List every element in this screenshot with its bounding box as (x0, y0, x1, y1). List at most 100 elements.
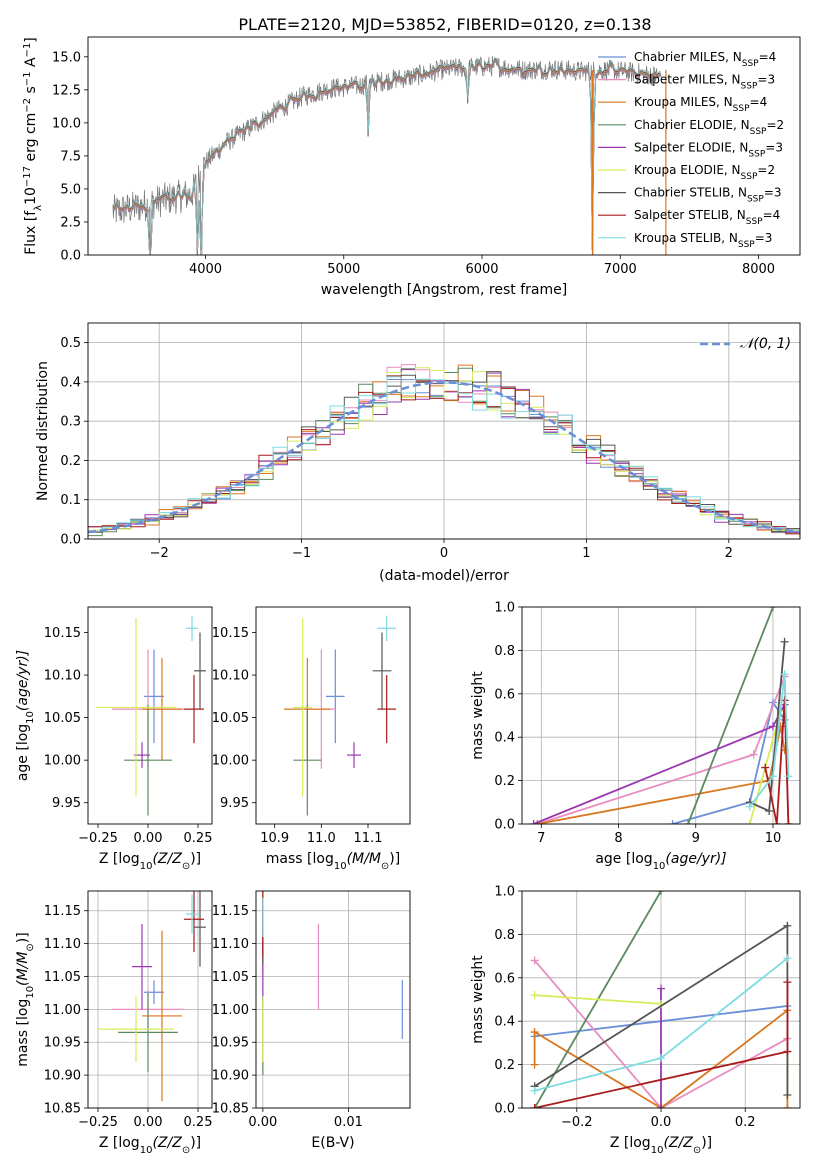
weight-series-kroupa-stelib (749, 674, 790, 808)
y-tick-label: 11.10 (212, 937, 249, 952)
y-axis-label: mass weight (470, 955, 486, 1044)
legend-entry: Salpeter ELODIE, NSSP=3 (634, 140, 783, 159)
weight-lines (529, 607, 793, 824)
y-tick-label: 9.95 (52, 796, 81, 811)
legend-label: Salpeter STELIB, N (634, 208, 746, 222)
x-tick-label: 11.1 (354, 831, 383, 846)
age-vs-metallicity-panel: −0.25 0.00 0.25 9.95 10.00 10.05 10.10 10.15 Z [… (15, 606, 212, 872)
weight-marker (657, 984, 665, 993)
mass-vs-metallicity-panel: −0.25 0.00 0.25 10.85 10.90 10.95 11.00 11.05 11… (15, 890, 212, 1156)
y-tick-label: 10.90 (212, 1069, 249, 1084)
y-tick-label: 11.15 (212, 904, 249, 919)
weight-marker (768, 607, 777, 611)
weight-marker (745, 820, 754, 824)
y-axis-label: Normed distribution (35, 361, 51, 501)
age-vs-mass-panel: 10.9 11.0 11.1 9.95 10.00 10.05 10.10 10.15 mass… (212, 606, 411, 872)
x-tick-label: −0.25 (78, 1115, 118, 1130)
weight-marker (530, 1104, 539, 1108)
errorbars (284, 615, 396, 816)
y-tick-label: 2.5 (60, 215, 81, 230)
x-axis-label-part: (M/M (347, 851, 381, 867)
y-axis-label-part: (age/yr)] (15, 650, 31, 711)
y-tick-label: 1.0 (494, 885, 515, 900)
x-tick-label: 9 (692, 831, 700, 846)
legend-entry: 𝒩(0, 1) (740, 336, 791, 352)
x-tick-label: 8000 (742, 262, 775, 277)
errorbars (96, 615, 206, 816)
legend-entry: Chabrier STELIB, NSSP=3 (634, 186, 782, 205)
y-tick-label: 0.5 (60, 336, 81, 351)
x-axis-label-part: (Z/Z (663, 1135, 693, 1151)
y-axis-label-part: (M/M (15, 952, 31, 986)
model-spectrum-kroupa-stelib (112, 57, 661, 251)
y-tick-label: 10.10 (44, 669, 81, 684)
weight-marker (530, 956, 539, 965)
x-tick-label: 0 (440, 546, 448, 561)
y-tick-label: 5.0 (60, 182, 81, 197)
x-axis-label-part: (age/yr)] (665, 851, 726, 867)
y-tick-label: 9.95 (220, 796, 249, 811)
x-axis-label-part: mass [log (266, 851, 334, 867)
weight-series-kroupa-elodie (534, 994, 662, 1005)
y-axis-label-part: A (23, 57, 39, 71)
legend-tail: =4 (759, 50, 777, 64)
axes-frame (255, 890, 411, 1109)
y-axis-label: Flux [fλ10−17 erg cm−2 s−1 A−1] (22, 37, 44, 255)
y-tick-label: 10.10 (212, 669, 249, 684)
x-axis-label-part: 10 (334, 861, 347, 872)
x-tick-label: 7000 (604, 262, 637, 277)
y-tick-label: 10.05 (212, 711, 249, 726)
legend-label: Kroupa STELIB, N (634, 231, 738, 245)
y-tick-label: 10.15 (44, 626, 81, 641)
legend-sub: SSP (746, 217, 763, 227)
legend-sub: SSP (742, 59, 759, 69)
y-axis-label-part: )] (15, 932, 31, 943)
weight-marker (783, 1104, 792, 1108)
x-axis-label: E(B-V) (311, 1135, 354, 1151)
x-axis-label: mass [log10(M/M⊙)] (266, 851, 400, 872)
weight-marker (772, 820, 781, 824)
weight-marker (530, 1060, 539, 1069)
residuals-legend: 𝒩(0, 1) (700, 336, 791, 352)
normal-reference-curve (88, 381, 800, 534)
x-axis-label-part: )] (190, 851, 201, 867)
weight-marker (784, 772, 793, 781)
y-tick-label: 11.05 (212, 970, 249, 985)
legend-sub: SSP (741, 82, 758, 92)
residuals-panel: −2 −1 0 1 2 0.0 0.1 0.2 0.3 0.4 0.5 𝒩(0, 1) (data-mo… (35, 322, 801, 584)
y-tick-label: 12.5 (52, 83, 81, 98)
x-axis-label-part: age [log (595, 851, 652, 867)
legend-tail: =2 (766, 118, 784, 132)
y-tick-label: 10.05 (44, 711, 81, 726)
y-axis-label: mass [log10(M/M⊙)] (15, 932, 36, 1066)
weight-marker (657, 1054, 665, 1063)
y-tick-label: 0.6 (494, 971, 515, 986)
y-axis-label: age [log10(age/yr)] (15, 650, 36, 781)
y-tick-label: 0.2 (60, 454, 81, 469)
legend-entry: Salpeter MILES, NSSP=3 (634, 73, 775, 92)
y-axis-label-part: ⊙ (25, 943, 36, 951)
x-tick-label: 10 (765, 831, 782, 846)
histograms (88, 364, 800, 538)
x-tick-label: 4000 (189, 262, 222, 277)
weight-marker (657, 891, 665, 895)
y-axis-label-part: 10 (23, 187, 39, 205)
legend-entry: Chabrier ELODIE, NSSP=2 (634, 118, 784, 137)
legend-label: Salpeter MILES, N (634, 73, 741, 87)
legend-tail: =2 (757, 163, 775, 177)
legend-label: Kroupa MILES, N (634, 95, 733, 109)
y-tick-label: 1.0 (494, 601, 515, 616)
weight-marker (749, 750, 758, 759)
y-tick-label: 0.0 (494, 818, 515, 833)
y-axis-label-part: erg cm (23, 113, 39, 166)
weight-marker (784, 820, 793, 824)
y-tick-label: 0.2 (494, 774, 515, 789)
y-axis-label-part: −1 (22, 71, 33, 86)
y-tick-label: 11.00 (212, 1003, 249, 1018)
x-axis-label-part: Z [log (99, 851, 140, 867)
weight-lines (530, 891, 792, 1108)
legend-sub: SSP (741, 172, 758, 182)
x-axis-label-part: ⊙ (182, 1145, 190, 1156)
weight-marker (783, 1090, 792, 1099)
